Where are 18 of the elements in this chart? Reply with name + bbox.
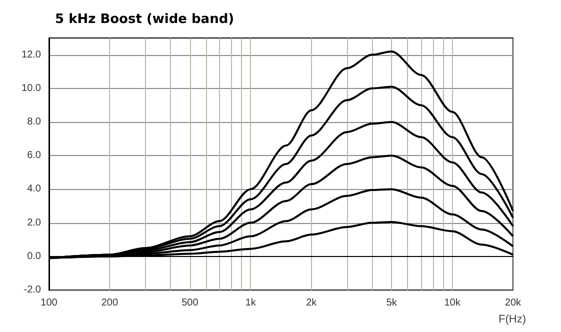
x-tick-label: 200 <box>101 298 118 308</box>
x-tick-label: 2k <box>306 298 318 308</box>
y-tick-label: 6.0 <box>27 150 42 162</box>
x-tick-label: 500 <box>182 298 199 308</box>
y-tick-label: 4.0 <box>27 184 42 195</box>
x-axis-title: F(Hz) <box>498 314 526 326</box>
y-tick-label: 12.0 <box>22 49 42 60</box>
x-tick-label: 5k <box>386 298 398 308</box>
y-tick-label: 2.0 <box>27 217 42 228</box>
y-tick-label: 10.0 <box>22 82 42 94</box>
y-tick-label: 0.0 <box>27 250 42 262</box>
y-tick-label: -2.0 <box>24 284 42 296</box>
y-tick-label: 8.0 <box>27 116 42 128</box>
chart-title: 5 kHz Boost (wide band) <box>55 12 234 27</box>
x-tick-label: 1k <box>245 298 257 308</box>
x-tick-label: 100 <box>40 298 58 308</box>
x-tick-label: 10k <box>444 298 462 308</box>
x-tick-label: 20k <box>504 298 522 308</box>
